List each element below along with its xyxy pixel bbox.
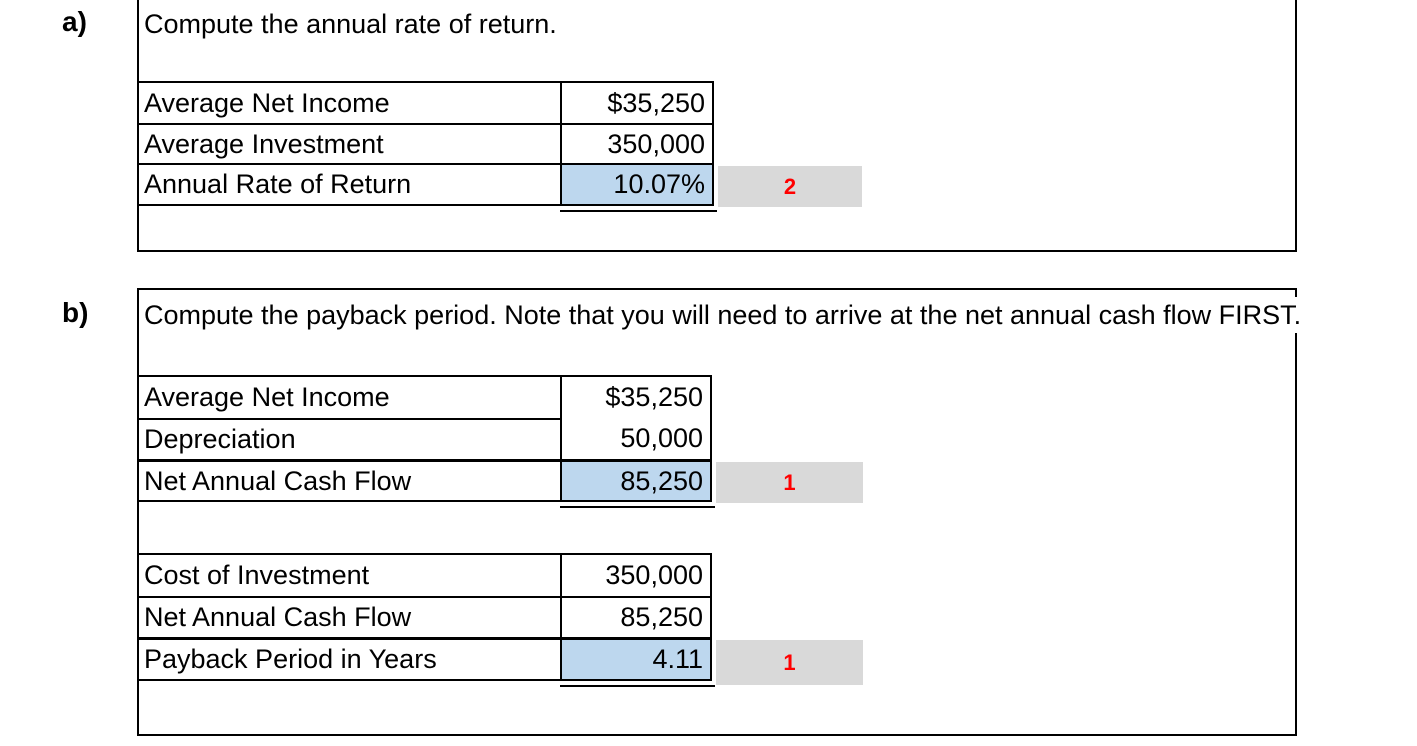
section-b-title: Compute the payback period. Note that yo… — [144, 297, 1306, 334]
double-underline-rule — [560, 210, 717, 212]
table-cell-label[interactable]: Average Investment — [139, 123, 562, 163]
section-b-label: b) — [62, 297, 89, 328]
payback-period-table: Cost of Investment 350,000 Net Annual Ca… — [137, 553, 712, 681]
points-value: 2 — [783, 173, 797, 199]
points-cell[interactable]: 1 — [716, 640, 863, 685]
rate-of-return-table: Average Net Income $35,250 Average Inves… — [137, 81, 714, 206]
double-underline-rule — [560, 506, 715, 508]
answer-cell[interactable]: 4.11 — [562, 637, 710, 679]
points-cell[interactable]: 2 — [718, 166, 862, 207]
double-underline-rule — [560, 685, 715, 687]
table-cell-value[interactable]: 85,250 — [562, 596, 710, 637]
table-cell-value[interactable]: 50,000 — [620, 423, 703, 453]
points-cell[interactable]: 1 — [716, 462, 863, 503]
points-value: 1 — [783, 469, 796, 495]
table-cell-label[interactable]: Cost of Investment — [139, 555, 562, 596]
section-b-box — [137, 288, 1297, 736]
table-cell-label[interactable]: Average Net Income — [139, 377, 562, 418]
section-a-title: Compute the annual rate of return. — [144, 6, 561, 43]
table-cell-label[interactable]: Average Net Income — [139, 83, 562, 123]
table-cell-value[interactable]: 350,000 — [562, 123, 712, 163]
table-cell-label[interactable]: Net Annual Cash Flow — [139, 596, 562, 637]
table-cell-value[interactable]: $35,250 — [605, 382, 703, 412]
net-annual-cash-flow-table: Average Net Income $35,250 Depreciation … — [137, 375, 712, 502]
table-cell-value[interactable]: 350,000 — [605, 560, 703, 590]
answer-cell[interactable]: 10.07% — [562, 163, 712, 204]
table-cell-label[interactable]: Payback Period in Years — [139, 637, 562, 679]
points-value: 1 — [783, 649, 796, 675]
table-cell-label[interactable]: Net Annual Cash Flow — [139, 459, 562, 500]
section-a-label: a) — [62, 6, 87, 37]
answer-cell[interactable]: 85,250 — [562, 459, 710, 500]
table-cell-label[interactable]: Depreciation — [139, 418, 562, 459]
table-cell-label[interactable]: Annual Rate of Return — [139, 163, 562, 204]
table-cell-value[interactable]: $35,250 — [607, 87, 705, 118]
